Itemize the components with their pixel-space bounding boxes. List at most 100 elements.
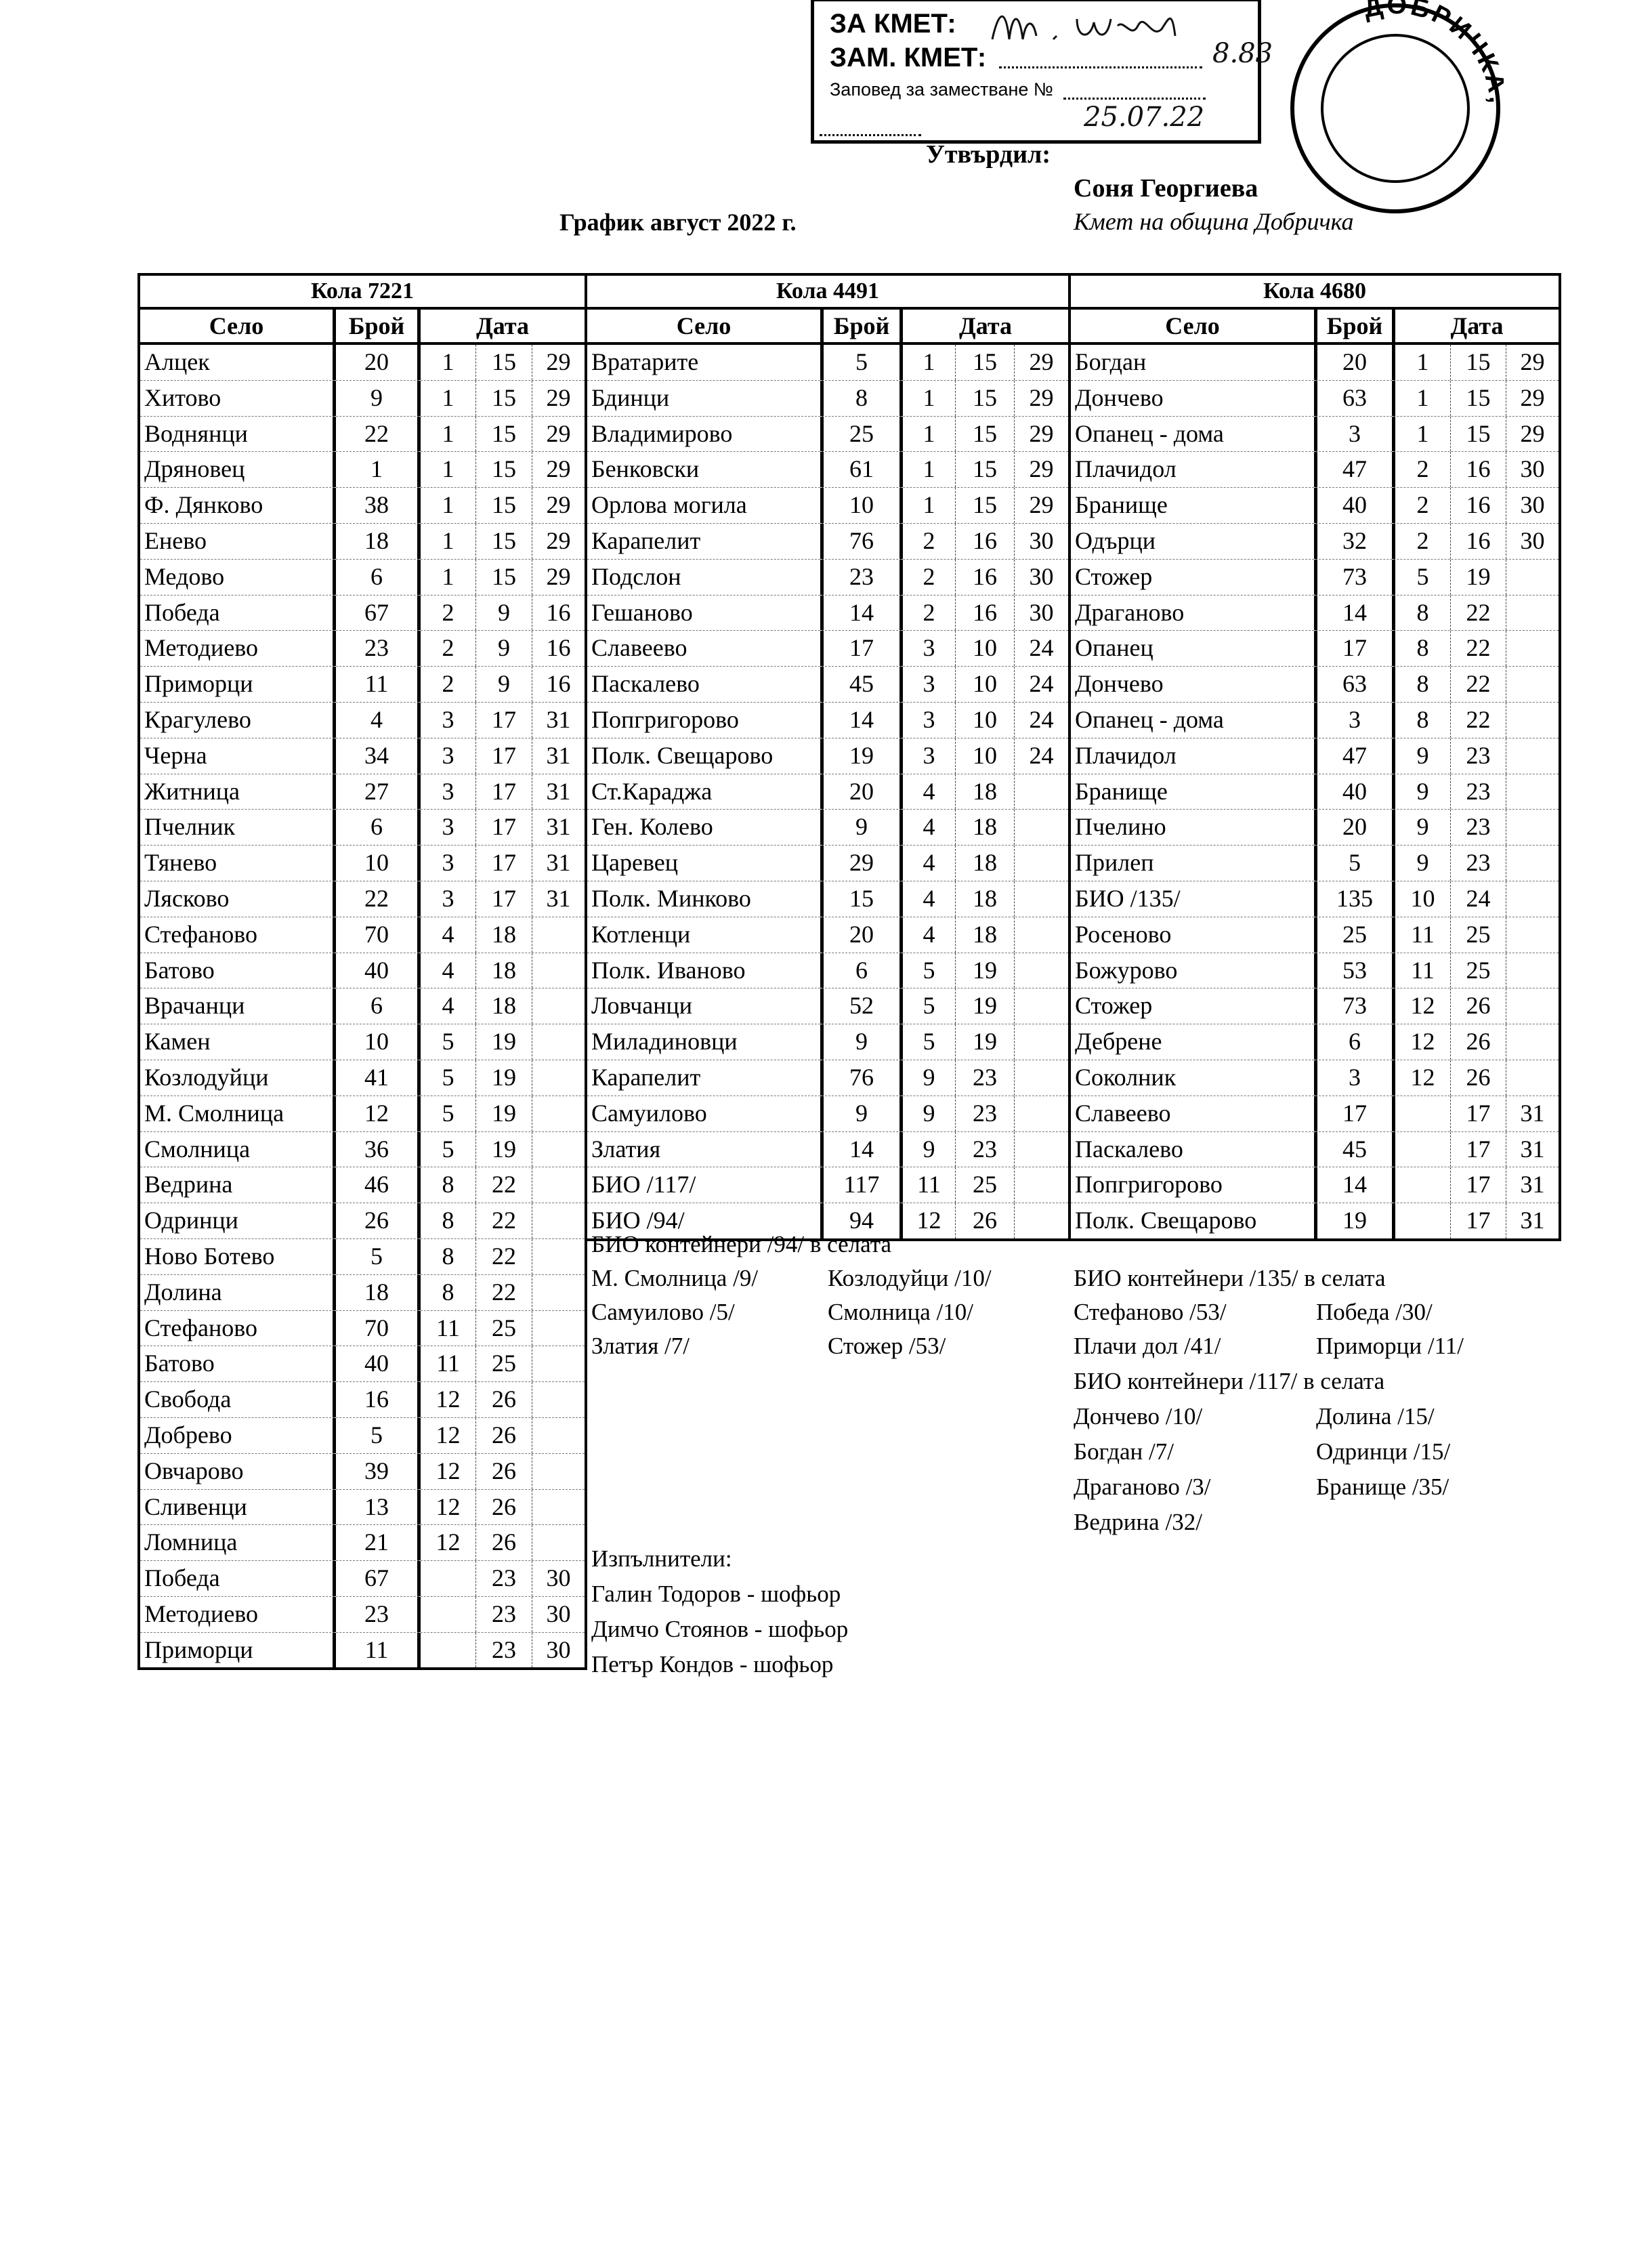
date-cell: [1395, 1203, 1451, 1238]
date-cell: 22: [476, 1203, 532, 1238]
date-cell: 1: [421, 559, 476, 595]
date-cell: 29: [1029, 348, 1054, 375]
date-cell: [532, 1096, 585, 1131]
count-cell: 17: [1317, 631, 1395, 667]
count-cell: 19: [824, 738, 903, 774]
approver-title: Кмет на община Добричка: [1074, 208, 1354, 235]
date-cell: 24: [1029, 741, 1054, 769]
table-row: Медово 6 1 15 29: [140, 558, 585, 595]
bio-94-item: Смолница /10/: [828, 1299, 973, 1325]
count-cell: 6: [824, 953, 903, 988]
date-cell: 26: [1451, 1060, 1506, 1096]
table-row: Одринци 26 8 22: [140, 1203, 585, 1238]
date-cell: 15: [476, 345, 532, 380]
count-cell: 70: [336, 1310, 421, 1346]
date-cell: 18: [476, 917, 532, 953]
date-cell: 3: [421, 738, 476, 774]
village-cell: Бранище: [1071, 774, 1317, 810]
date-cell: [1015, 953, 1068, 988]
date-cell: [532, 1418, 585, 1453]
count-cell: 6: [336, 810, 421, 846]
count-cell: 14: [824, 1131, 903, 1167]
date-cell: [532, 1024, 585, 1060]
date-cell: 1: [903, 488, 956, 523]
date-cell: [532, 1311, 585, 1346]
date-cell: 12: [1395, 1060, 1451, 1096]
village-cell: Смолница: [140, 1131, 336, 1167]
table-row: Соколник 3 12 26: [1071, 1059, 1559, 1096]
village-cell: Гешаново: [587, 595, 824, 631]
bio-94-heading: БИО контейнери /94/ в селата: [591, 1231, 891, 1257]
village-cell: Черна: [140, 738, 336, 774]
date-cell: 4: [903, 774, 956, 810]
date-cell: [421, 1632, 476, 1668]
date-cell: 19: [476, 1060, 532, 1096]
date-cell: [532, 917, 585, 953]
date-cell: 15: [476, 488, 532, 523]
date-cell: [1506, 667, 1559, 702]
table-row: Ломница 21 12 26: [140, 1524, 585, 1561]
date-cell: 1: [1395, 345, 1451, 380]
village-cell: Дончево: [1071, 380, 1317, 416]
table-row: Ф. Дянково 38 1 15 29: [140, 487, 585, 523]
executor-item: Галин Тодоров - шофьор: [591, 1581, 841, 1607]
approval-box: [811, 0, 1261, 144]
date-cell: 2: [1395, 523, 1451, 559]
date-cell: 17: [1451, 1203, 1506, 1238]
count-cell: 9: [824, 1024, 903, 1060]
date-cell: 4: [421, 988, 476, 1024]
date-cell: 29: [546, 348, 571, 375]
executor-item: Петър Кондов - шофьор: [591, 1651, 834, 1677]
village-cell: Крагулево: [140, 702, 336, 738]
date-cell: [1506, 988, 1559, 1024]
village-cell: Карапелит: [587, 1060, 824, 1096]
count-cell: 46: [336, 1167, 421, 1203]
date-cell: 15: [956, 488, 1015, 523]
date-cell: 18: [956, 810, 1015, 846]
date-cell: 1: [421, 452, 476, 488]
count-cell: 22: [336, 416, 421, 452]
date-cell: 24: [1029, 705, 1054, 733]
table-row: Златия 14 9 23: [587, 1131, 1068, 1167]
date-cell: 19: [1451, 559, 1506, 595]
village-cell: Орлова могила: [587, 488, 824, 523]
date-cell: [532, 1167, 585, 1203]
date-cell: 31: [546, 813, 571, 841]
date-cell: 4: [421, 953, 476, 988]
date-cell: 29: [1520, 383, 1545, 411]
deputy-dotted-line: [999, 66, 1202, 68]
count-cell: 73: [1317, 988, 1395, 1024]
date-cell: 3: [421, 774, 476, 810]
table-row: БИО /135/135 10 24: [1071, 880, 1559, 917]
village-cell: Полк. Свещарово: [587, 738, 824, 774]
count-cell: 3: [1317, 416, 1395, 452]
table-row: Ст.Караджа 20 4 18: [587, 773, 1068, 810]
date-cell: 19: [956, 1024, 1015, 1060]
table-row: Полк. Минково 15 4 18: [587, 880, 1068, 917]
date-cell: 17: [476, 702, 532, 738]
count-cell: 63: [1317, 667, 1395, 702]
bio-94-item: Козлодуйци /10/: [828, 1265, 992, 1291]
date-cell: 15: [476, 416, 532, 452]
count-cell: 40: [1317, 774, 1395, 810]
village-cell: Ломница: [140, 1525, 336, 1561]
village-cell: Полк. Минково: [587, 881, 824, 917]
date-cell: 29: [546, 491, 571, 519]
table-row: Подслон 23 2 16 30: [587, 558, 1068, 595]
date-cell: [421, 1561, 476, 1596]
date-cell: 10: [956, 738, 1015, 774]
count-cell: 20: [1317, 345, 1395, 380]
table-row: Дебрене 6 12 26: [1071, 1024, 1559, 1060]
table-row: Крагулево 4 3 17 31: [140, 701, 585, 738]
bio-135-heading: БИО контейнери /135/ в селата: [1074, 1265, 1386, 1291]
table-row: Славеево 17 17 31: [1071, 1095, 1559, 1131]
village-cell: Медово: [140, 559, 336, 595]
date-cell: 8: [1395, 595, 1451, 631]
date-cell: 17: [476, 881, 532, 917]
count-cell: 25: [1317, 917, 1395, 953]
date-cell: 19: [476, 1024, 532, 1060]
count-cell: 16: [336, 1382, 421, 1417]
count-cell: 39: [336, 1453, 421, 1489]
date-cell: [1015, 1167, 1068, 1203]
date-cell: 15: [1451, 416, 1506, 452]
